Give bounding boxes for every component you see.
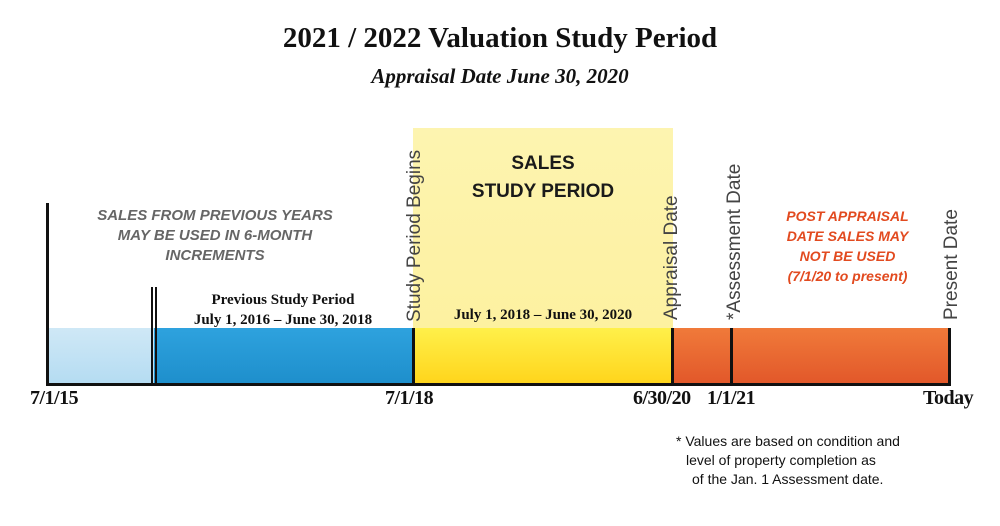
post-appraisal-note-line: DATE SALES MAY bbox=[786, 228, 909, 244]
assessment-date-marker bbox=[730, 328, 733, 386]
previous-study-period-label: Previous Study Period July 1, 2016 – Jun… bbox=[158, 290, 408, 330]
timeline-axis bbox=[46, 383, 951, 386]
timeline-start-marker bbox=[46, 203, 49, 386]
post-appraisal-note: POST APPRAISAL DATE SALES MAY NOT BE USE… bbox=[755, 206, 940, 286]
early-sales-segment bbox=[48, 328, 154, 383]
previous-years-note-line: MAY BE USED IN 6-MONTH bbox=[117, 227, 313, 244]
previous-years-note-line: SALES FROM PREVIOUS YEARS bbox=[97, 207, 333, 224]
post-appraisal-note-line: NOT BE USED bbox=[799, 248, 896, 264]
tick-label-study-begin: 7/1/18 bbox=[385, 387, 434, 409]
present-date-marker bbox=[948, 328, 951, 386]
footnote-line: level of property completion as bbox=[686, 452, 876, 468]
sales-study-label-line: SALES bbox=[511, 153, 575, 174]
sales-study-period-highlight bbox=[413, 128, 673, 328]
footnote-line: of the Jan. 1 Assessment date. bbox=[692, 471, 884, 487]
study-period-begins-label: Study Period Begins bbox=[404, 149, 425, 322]
tick-label-today: Today bbox=[923, 387, 974, 409]
previous-period-marker bbox=[155, 287, 157, 386]
previous-study-period-title: Previous Study Period bbox=[211, 292, 355, 308]
previous-study-period-range: July 1, 2016 – June 30, 2018 bbox=[193, 312, 373, 328]
previous-study-period-segment bbox=[154, 328, 413, 383]
previous-period-marker bbox=[151, 287, 153, 386]
present-date-label: Present Date bbox=[941, 209, 962, 320]
diagram-subtitle: Appraisal Date June 30, 2020 bbox=[371, 64, 629, 88]
study-period-segment bbox=[413, 328, 673, 383]
diagram-title: 2021 / 2022 Valuation Study Period bbox=[282, 22, 718, 54]
post-appraisal-note-line: (7/1/20 to present) bbox=[787, 268, 908, 284]
appraisal-date-marker bbox=[671, 328, 674, 386]
footnote: * Values are based on condition and leve… bbox=[676, 432, 956, 489]
previous-years-note-line: INCREMENTS bbox=[165, 247, 265, 264]
sales-study-label-line: STUDY PERIOD bbox=[471, 181, 615, 202]
assessment-date-label: *Assessment Date bbox=[724, 163, 745, 320]
tick-label-assessment: 1/1/21 bbox=[707, 387, 756, 409]
appraisal-date-label: Appraisal Date bbox=[661, 195, 682, 320]
post-appraisal-segment bbox=[673, 328, 950, 383]
sales-study-period-label: SALES STUDY PERIOD bbox=[413, 150, 673, 206]
study-period-range-label: July 1, 2018 – June 30, 2020 bbox=[453, 307, 633, 323]
tick-label-start: 7/1/15 bbox=[30, 387, 79, 409]
footnote-line: * Values are based on condition and bbox=[676, 433, 900, 449]
tick-label-appraisal: 6/30/20 bbox=[633, 387, 691, 409]
study-begins-marker bbox=[412, 328, 415, 386]
post-appraisal-note-line: POST APPRAISAL bbox=[786, 208, 909, 224]
previous-years-note: SALES FROM PREVIOUS YEARS MAY BE USED IN… bbox=[70, 206, 360, 266]
